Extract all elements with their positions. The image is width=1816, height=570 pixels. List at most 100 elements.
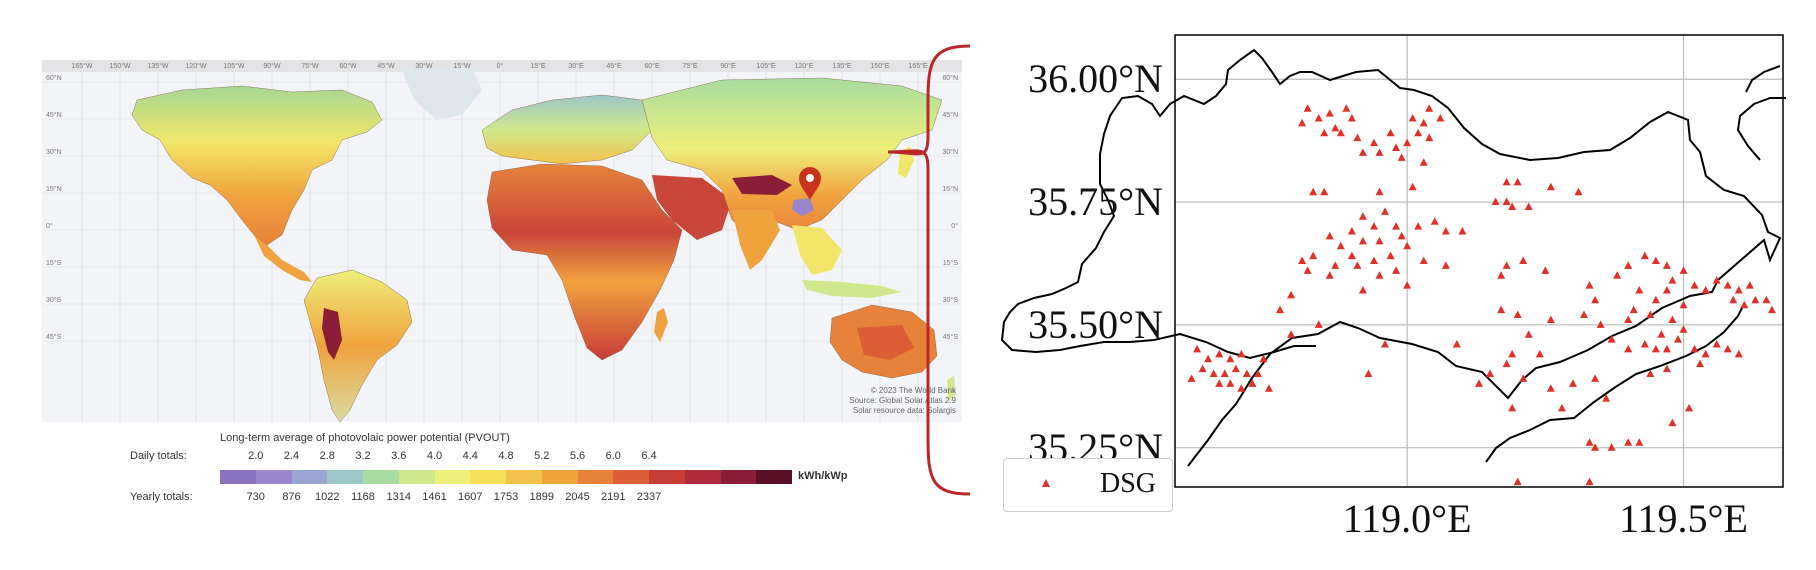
latitude-label: 30°S [46,296,62,304]
credit-line: © 2023 The World Bank [870,386,956,395]
dsg-point [1314,114,1323,122]
dsg-point [1287,330,1296,338]
dsg-point [1369,256,1378,264]
latitude-label: 45°N [46,111,62,119]
dsg-point [1242,369,1251,377]
dsg-point [1298,118,1307,127]
dsg-point [1679,300,1688,309]
dsg-point [1198,364,1207,373]
southeast-asia-shape [792,225,842,275]
longitude-label: 45°E [606,62,622,70]
arabia-shape [652,175,732,240]
longitude-label: 75°E [682,62,698,70]
dsg-point [1696,359,1705,368]
dsg-point [1712,276,1721,284]
color-swatch [220,470,256,484]
dsg-point [1580,310,1589,319]
dsg-point [1220,369,1229,377]
dsg-point [1364,369,1373,377]
dsg-point [1441,227,1450,235]
world-map-canvas: 165°W 150°W 135°W 120°W 105°W 90°W 75°W 60°W 45°… [42,60,962,422]
dsg-point [1519,374,1528,382]
dsg-point [1237,384,1246,392]
color-swatch [613,470,649,484]
dsg-point [1392,143,1401,151]
dsg-point [1646,369,1655,377]
dsg-point [1535,349,1544,358]
dsg-point [1524,202,1533,210]
dsg-point [1585,477,1594,486]
longitude-label: 30°W [415,62,433,70]
latitude-label: 15°N [942,185,958,193]
longitude-label: 90°E [720,62,736,70]
madagascar-shape [654,308,668,342]
dsg-point [1215,349,1224,358]
dsg-point [1734,349,1743,358]
dsg-point [1336,241,1345,250]
scatter-legend: DSG [1003,458,1173,512]
dsg-point [1358,212,1367,220]
dsg-point [1458,227,1467,235]
dsg-point [1712,340,1721,348]
dsg-point [1369,138,1378,147]
australia-interior-shape [857,325,914,360]
dsg-point [1690,344,1699,353]
dsg-point [1662,261,1671,269]
dsg-point [1635,438,1644,446]
dsg-point [1651,295,1660,304]
dsg-point [1668,276,1677,284]
yearly-tick-label: 876 [282,491,301,503]
latitude-label: 15°N [46,185,62,193]
coast-northeast-2 [1745,65,1781,93]
dsg-point [1701,349,1710,358]
dsg-point [1353,261,1362,269]
dsg-point [1508,202,1517,210]
dsg-point [1215,379,1224,387]
color-swatch [541,470,578,484]
yearly-tick-label: 2337 [636,491,662,503]
longitude-label: 60°E [644,62,660,70]
daily-tick-label: 4.4 [462,450,478,462]
dsg-point [1226,354,1235,363]
dsg-point [1381,340,1390,348]
daily-tick-label: 4.8 [498,450,514,462]
dsg-point [1325,109,1334,117]
dsg-point [1613,271,1622,279]
dsg-point [1381,207,1390,215]
dsg-point [1723,344,1732,353]
color-swatch [649,470,685,484]
dsg-point [1591,295,1600,304]
dsg-point [1408,114,1417,122]
dsg-point [1303,266,1312,274]
north-america-shape [131,85,383,246]
map-credits: © 2023 The World Bank Source: Global Sol… [849,386,956,416]
color-swatch [577,470,614,484]
color-swatch [398,470,435,484]
dsg-point [1651,344,1660,353]
dsg-point [1375,187,1384,196]
dsg-point [1353,133,1362,142]
dsg-point [1347,251,1356,260]
dsg-point [1347,227,1356,235]
color-swatch [327,470,363,484]
dsg-point [1386,128,1395,137]
dsg-point [1662,344,1671,353]
credit-line: Source: Global Solar Atlas 2.9 [849,396,956,405]
daily-tick-label: 2.4 [283,450,300,462]
dsg-point [1546,315,1555,323]
dsg-point [1629,305,1638,314]
latitude-label: 30°N [942,148,958,156]
yearly-tick-label: 1607 [458,491,483,503]
dsg-point [1502,261,1511,269]
longitude-label: 15°E [530,62,546,70]
dsg-point [1347,114,1356,122]
color-swatch [255,470,292,484]
greenland-shape [402,68,482,120]
dsg-point [1624,315,1633,323]
asia-shape [641,77,943,236]
dsg-point [1519,256,1528,264]
dsg-point [1524,330,1533,338]
dsg-point [1662,285,1671,294]
dsg-point [1392,266,1401,274]
